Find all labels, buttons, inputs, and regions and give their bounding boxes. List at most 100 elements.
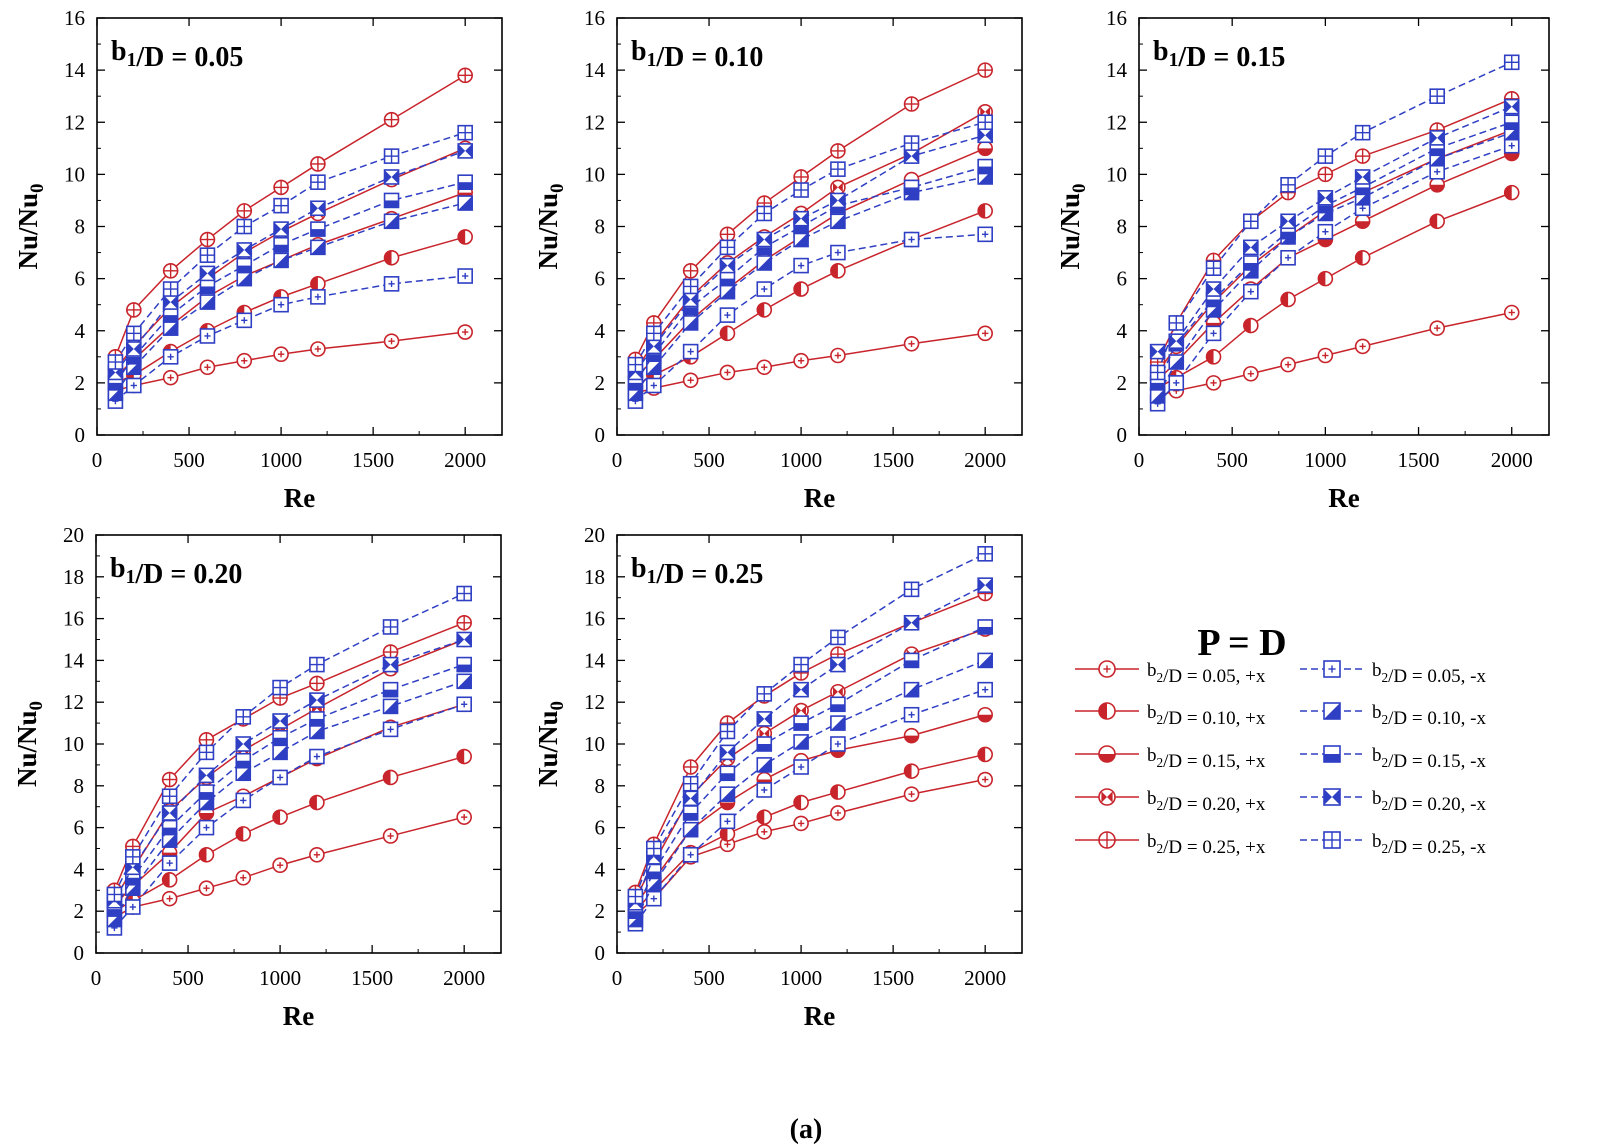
m15-marker [719, 765, 736, 782]
x-tick-label: 1500 [872, 966, 914, 990]
m15-marker [309, 711, 325, 727]
legend-title: P = D [1197, 622, 1286, 664]
x-tick-label: 1000 [259, 966, 301, 990]
series-line [113, 680, 465, 920]
m05-marker [199, 328, 216, 344]
p05-marker [310, 341, 326, 357]
x-tick-label: 1000 [780, 448, 822, 472]
p10-marker [309, 794, 325, 811]
x-tick-label: 2000 [964, 448, 1006, 472]
m05-marker [756, 281, 773, 297]
m25-marker [646, 325, 662, 342]
m25-marker [756, 686, 773, 702]
m10-marker [793, 231, 809, 248]
m25-marker [682, 278, 699, 295]
m05-marker [830, 736, 846, 752]
p10-marker [383, 249, 400, 266]
legend-label: b2/D = 0.25, +x [1147, 831, 1266, 858]
p05-marker [272, 857, 288, 874]
m25-marker [310, 174, 326, 190]
series-m20 [107, 143, 473, 381]
m15-marker [382, 681, 399, 698]
p10-marker [1429, 213, 1445, 230]
m20-marker [235, 736, 252, 752]
y-axis-title: Nu/Nu0 [13, 184, 48, 270]
m15-marker [310, 221, 326, 237]
p05-marker [1503, 304, 1520, 321]
y-tick-label: 10 [584, 162, 605, 186]
p15-marker [977, 140, 993, 157]
y-tick-label: 12 [1106, 110, 1127, 134]
m10-marker [903, 681, 920, 698]
x-tick-label: 1000 [260, 448, 302, 472]
p05-marker [830, 347, 846, 364]
panel-1: 0 500 1000 1500 2000 0 2 4 6 8 10 12 14 16 Re Nu/Nu0 b1/… [13, 6, 503, 513]
m25-marker [1317, 148, 1334, 164]
y-tick-label: 0 [595, 423, 606, 447]
p10-marker [1205, 349, 1222, 365]
m25-marker [719, 239, 736, 256]
series-line [114, 202, 466, 394]
p25-marker [236, 203, 253, 219]
m25-marker [272, 679, 288, 696]
p05-marker [383, 333, 400, 349]
series-line [1156, 121, 1512, 384]
p25-marker [273, 179, 289, 196]
m15-marker [236, 257, 253, 274]
y-tick-label: 12 [63, 690, 84, 714]
x-tick-label: 1000 [1304, 448, 1346, 472]
p25-marker [126, 302, 142, 318]
m15-marker [198, 784, 215, 800]
x-tick-label: 2000 [443, 966, 485, 990]
m25-marker [1323, 831, 1341, 849]
m25-marker [1429, 88, 1445, 104]
legend-entry-m05: b2/D = 0.05, -x [1300, 660, 1486, 687]
legend-entry-m20: b2/D = 0.20, -x [1300, 788, 1486, 815]
legend-label: b2/D = 0.15, -x [1372, 745, 1486, 772]
p05-marker [273, 346, 289, 363]
series-line [634, 688, 986, 925]
m20-marker [236, 242, 253, 258]
m10-marker [682, 315, 699, 331]
m05-marker [646, 890, 662, 907]
m10-marker [383, 213, 400, 230]
m15-marker [903, 179, 920, 196]
m20-marker [977, 577, 993, 593]
legend-label: b2/D = 0.10, +x [1147, 702, 1266, 729]
m25-marker [1243, 213, 1259, 230]
m05-marker [793, 257, 809, 274]
p05-marker [1317, 347, 1334, 364]
legend-label: b2/D = 0.10, -x [1372, 702, 1486, 729]
y-tick-label: 12 [584, 690, 605, 714]
x-axis-title: Re [804, 483, 835, 513]
p25-marker [161, 771, 178, 788]
y-tick-label: 14 [584, 58, 606, 82]
x-axis-title: Re [804, 1001, 835, 1031]
x-tick-label: 0 [91, 966, 102, 990]
series-m05 [107, 268, 473, 409]
y-axis-title: Nu/Nu0 [533, 184, 568, 270]
y-tick-label: 10 [584, 732, 605, 756]
m25-marker [126, 325, 142, 342]
m25-marker [273, 197, 289, 214]
m05-marker [903, 231, 920, 248]
p15-marker [903, 727, 920, 744]
y-axis-title: Nu/Nu0 [12, 701, 47, 787]
m15-marker [646, 863, 662, 880]
y-axis-title: Nu/Nu0 [533, 701, 568, 787]
y-tick-label: 16 [584, 6, 605, 30]
m05-marker [236, 312, 253, 329]
m20-marker [456, 631, 472, 648]
m25-marker [627, 888, 644, 905]
y-tick-label: 4 [74, 857, 85, 881]
series-line [634, 176, 986, 394]
series-m10 [627, 652, 993, 928]
m05-marker [903, 706, 920, 723]
x-tick-label: 2000 [1491, 448, 1533, 472]
m05-marker [457, 268, 473, 284]
y-tick-label: 2 [595, 899, 606, 923]
legend-label: b2/D = 0.15, +x [1147, 745, 1266, 772]
m15-marker [272, 729, 288, 746]
m15-marker [903, 652, 920, 669]
y-tick-label: 16 [584, 607, 605, 631]
